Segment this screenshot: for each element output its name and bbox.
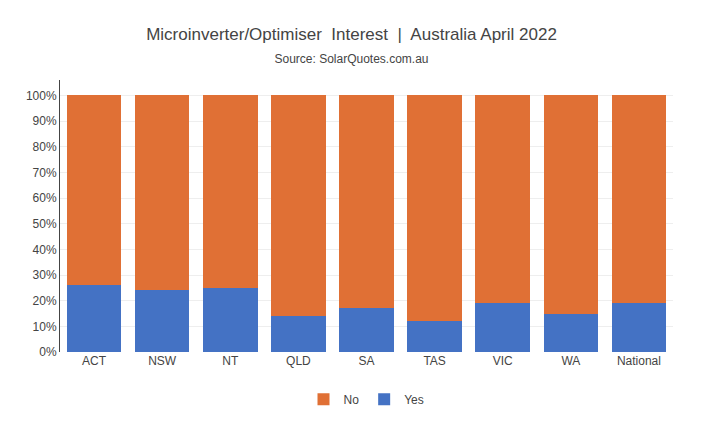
svg-text:TAS: TAS: [423, 354, 445, 368]
svg-text:50%: 50%: [33, 217, 57, 231]
svg-text:60%: 60%: [33, 191, 57, 205]
svg-text:WA: WA: [561, 354, 580, 368]
svg-text:40%: 40%: [33, 243, 57, 257]
svg-text:ACT: ACT: [82, 354, 107, 368]
svg-text:Source: SolarQuotes.com.au: Source: SolarQuotes.com.au: [274, 52, 428, 66]
svg-text:VIC: VIC: [493, 354, 513, 368]
svg-text:80%: 80%: [33, 140, 57, 154]
svg-text:Yes: Yes: [404, 393, 424, 407]
svg-text:SA: SA: [358, 354, 374, 368]
svg-text:Microinverter/Optimiser Inter: Microinverter/Optimiser Interest | Austr…: [146, 25, 557, 44]
svg-text:QLD: QLD: [286, 354, 311, 368]
svg-text:0%: 0%: [39, 345, 57, 359]
svg-text:70%: 70%: [33, 166, 57, 180]
svg-text:No: No: [344, 393, 360, 407]
svg-text:90%: 90%: [33, 114, 57, 128]
svg-text:10%: 10%: [33, 320, 57, 334]
svg-text:30%: 30%: [33, 268, 57, 282]
svg-text:NT: NT: [222, 354, 239, 368]
svg-text:20%: 20%: [33, 294, 57, 308]
svg-text:National: National: [617, 354, 661, 368]
svg-text:NSW: NSW: [148, 354, 177, 368]
svg-text:100%: 100%: [26, 89, 57, 103]
